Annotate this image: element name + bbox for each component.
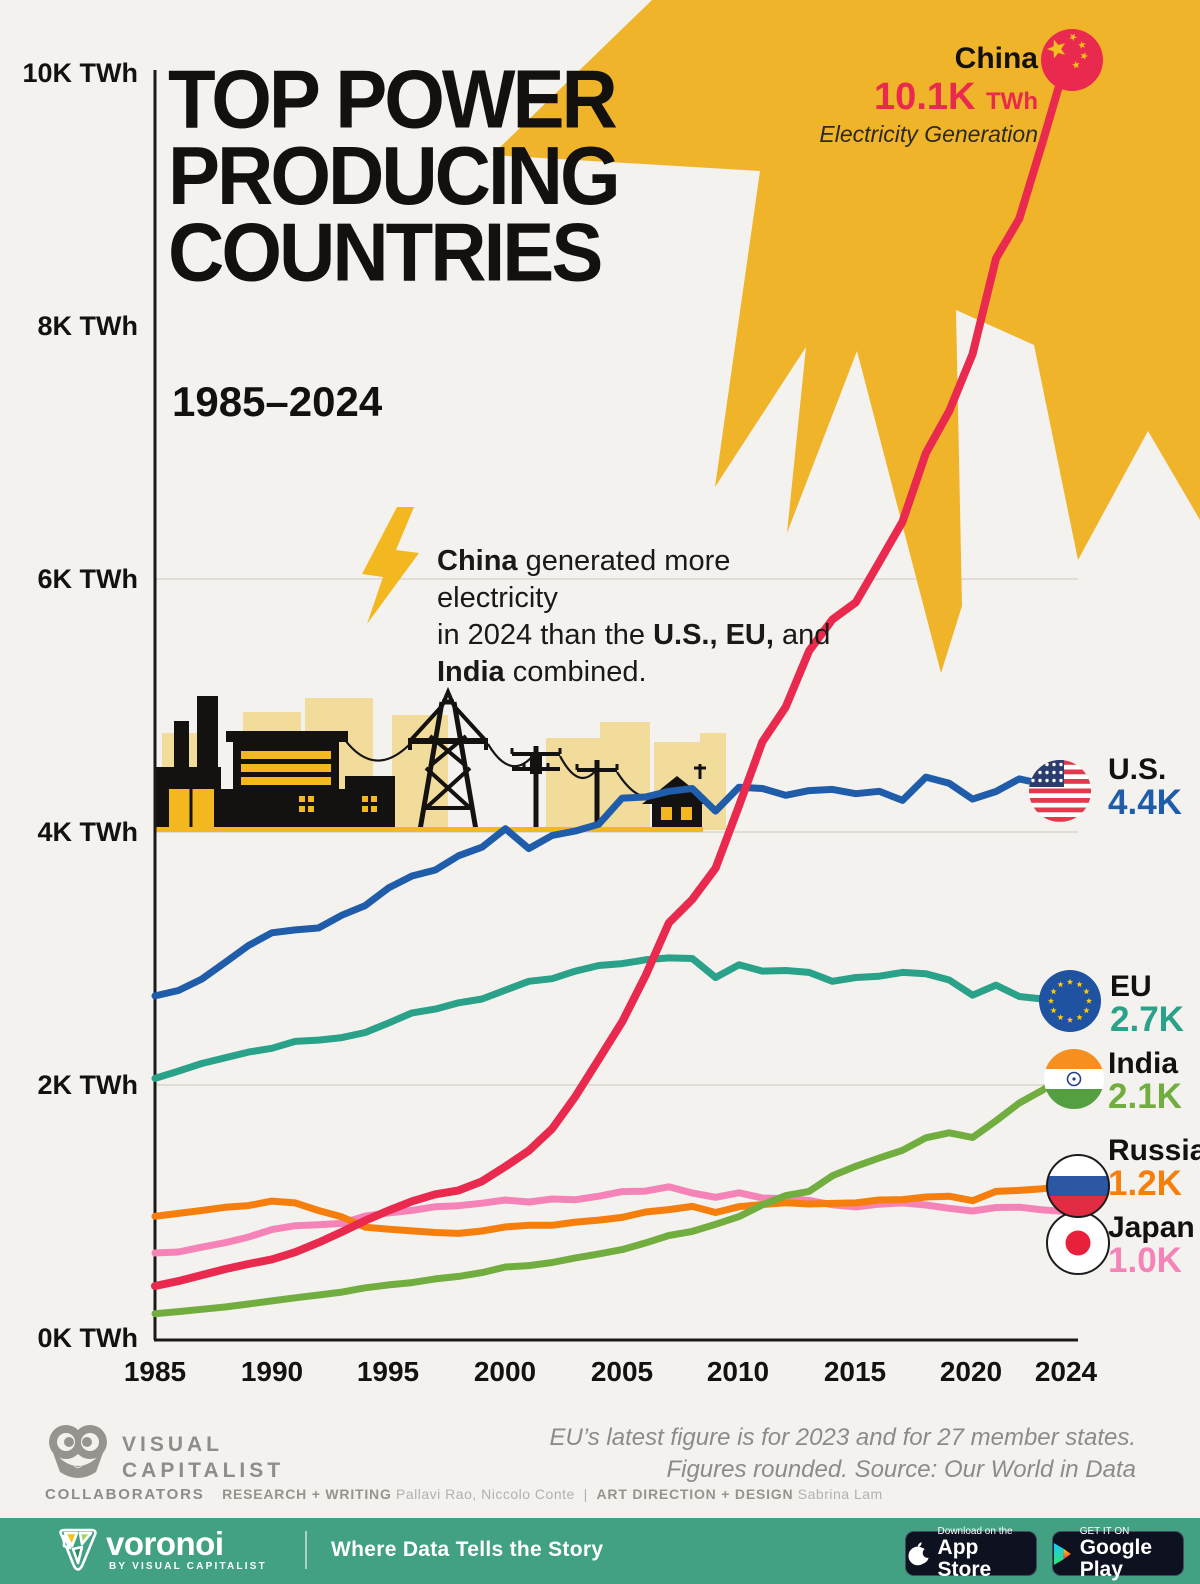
x-axis-label-1995: 1995 <box>356 1356 420 1387</box>
china-callout: China 10.1K TWh Electricity Generation <box>819 42 1038 148</box>
y-axis-label-10k: 10K TWh <box>22 58 138 88</box>
x-axis-label-1985: 1985 <box>123 1356 187 1387</box>
y-axis-label-2k: 2K TWh <box>37 1070 139 1100</box>
google-play-badge-small-text: GET IT ON <box>1079 1525 1130 1537</box>
title-line-3: COUNTRIES <box>168 204 603 298</box>
china-callout-country: China <box>954 42 1038 75</box>
japan-flag-icon <box>1046 1211 1110 1275</box>
voronoi-slogan: Where Data Tells the Story <box>331 1538 604 1561</box>
art-direction-label: ART DIRECTION + DESIGN <box>596 1486 794 1502</box>
us-flag-icon <box>1029 760 1091 822</box>
power-infrastructure-illustration <box>155 686 726 832</box>
legend-russia: Russia 1.2K <box>1108 1134 1200 1203</box>
research-writing-label: RESEARCH + WRITING <box>222 1486 392 1502</box>
eu-flag-icon <box>1039 970 1101 1032</box>
title-line-2: PRODUCING <box>168 128 621 222</box>
google-play-badge[interactable]: GET IT ON Google Play <box>1052 1526 1184 1581</box>
annotation-rest-1: generated more electricity <box>437 545 731 615</box>
visual-capitalist-logo-icon <box>49 1425 107 1478</box>
series-line-russia <box>151 1182 1070 1237</box>
y-axis-label-4k: 4K TWh <box>37 817 139 847</box>
source-note-line1: EU’s latest figure is for 2023 and for 2… <box>549 1424 1136 1451</box>
x-axis-label-2015: 2015 <box>823 1356 887 1387</box>
starburst-decoration <box>492 0 1200 673</box>
title-line-1: TOP POWER <box>168 52 618 146</box>
visual-capitalist-wordmark: VISUAL CAPITALIST <box>122 1432 284 1483</box>
legend-india-value: 2.1K <box>1108 1077 1182 1116</box>
legend-eu-value: 2.7K <box>1110 1000 1184 1039</box>
x-axis-label-2010: 2010 <box>706 1356 770 1387</box>
art-direction-names: Sabrina Lam <box>797 1486 883 1502</box>
x-axis-label-2024: 2024 <box>1034 1356 1098 1387</box>
x-axis-label-2020: 2020 <box>939 1356 1003 1387</box>
annotation-text: China generated more electricity in 2024… <box>437 543 837 691</box>
factory-icon <box>155 696 395 830</box>
y-axis-label-8k: 8K TWh <box>37 311 139 341</box>
legend-russia-value: 1.2K <box>1108 1164 1182 1203</box>
china-flag-icon <box>1041 29 1103 91</box>
legend-japan-value: 1.0K <box>1108 1241 1182 1280</box>
series-line-us <box>151 771 1070 1000</box>
annotation-pre-2: in 2024 than the <box>437 619 654 652</box>
research-writing-names: Pallavi Rao, Niccolo Conte <box>396 1486 575 1502</box>
collaborators-line: COLLABORATORS RESEARCH + WRITING Pallavi… <box>45 1486 883 1503</box>
china-callout-unit: TWh <box>986 88 1038 115</box>
voronoi-logo-icon <box>59 1528 97 1571</box>
collaborators-label: COLLABORATORS <box>45 1486 205 1503</box>
collab-separator: | <box>583 1486 588 1502</box>
annotation-bold-india: India <box>437 656 505 689</box>
series-line-china <box>151 58 1070 1290</box>
vc-word-2: CAPITALIST <box>122 1458 285 1482</box>
y-axis-label-0k: 0K TWh <box>37 1323 139 1353</box>
legend-india: India 2.1K <box>1108 1047 1182 1116</box>
russia-flag-icon <box>1046 1154 1110 1218</box>
china-callout-value: 10.1K TWh <box>819 76 1038 119</box>
annotation-bold-useu: U.S., EU, <box>653 619 774 652</box>
page-title: TOP POWER PRODUCING COUNTRIES <box>168 52 728 298</box>
legend-eu: EU 2.7K <box>1110 970 1184 1039</box>
india-flag-icon <box>1044 1049 1104 1109</box>
legend-us-value: 4.4K <box>1108 783 1182 822</box>
apple-icon <box>908 1541 930 1565</box>
app-store-badge-small-text: Download on the <box>937 1525 1013 1537</box>
annotation-post-2: and <box>773 619 831 652</box>
legend-russia-name: Russia <box>1108 1134 1200 1167</box>
series-line-eu <box>151 954 1047 1082</box>
y-axis-label-6k: 6K TWh <box>37 564 139 594</box>
x-axis-label-1990: 1990 <box>240 1356 304 1387</box>
source-note-line2: Figures rounded. Source: Our World in Da… <box>666 1456 1136 1484</box>
legend-japan-name: Japan <box>1108 1211 1195 1244</box>
legend-india-name: India <box>1108 1047 1179 1080</box>
footer-divider <box>305 1531 307 1569</box>
flag-icons <box>1029 29 1110 1275</box>
app-store-badge[interactable]: Download on the App Store <box>905 1526 1037 1581</box>
vc-word-1: VISUAL <box>122 1433 224 1456</box>
china-callout-number: 10.1K <box>874 76 976 118</box>
x-axis-label-2000: 2000 <box>473 1356 537 1387</box>
annotation-bold-china: China <box>437 545 518 577</box>
google-play-badge-big-text: Google Play <box>1079 1535 1153 1581</box>
voronoi-wordmark: voronoi <box>106 1525 224 1562</box>
legend-japan: Japan 1.0K <box>1108 1211 1195 1280</box>
legend-eu-name: EU <box>1110 970 1152 1003</box>
series-line-japan <box>151 1183 1070 1257</box>
x-axis-label-2005: 2005 <box>590 1356 654 1387</box>
line-series-group <box>151 58 1070 1318</box>
google-play-icon <box>1053 1542 1071 1565</box>
app-store-badge-big-text: App Store <box>937 1535 992 1581</box>
china-callout-caption: Electricity Generation <box>819 121 1038 147</box>
voronoi-byline: BY VISUAL CAPITALIST <box>109 1561 267 1572</box>
legend-us-name: U.S. <box>1108 753 1167 786</box>
legend-us: U.S. 4.4K <box>1108 753 1182 822</box>
illustration-baseline <box>155 827 703 832</box>
title-year-range: 1985–2024 <box>172 378 383 425</box>
lightning-bolt-icon <box>362 507 419 624</box>
annotation-rest-3: combined. <box>504 656 647 689</box>
source-note: EU’s latest figure is for 2023 and for 2… <box>549 1422 1136 1487</box>
series-line-india <box>151 1068 1070 1318</box>
axes <box>153 70 1078 1342</box>
